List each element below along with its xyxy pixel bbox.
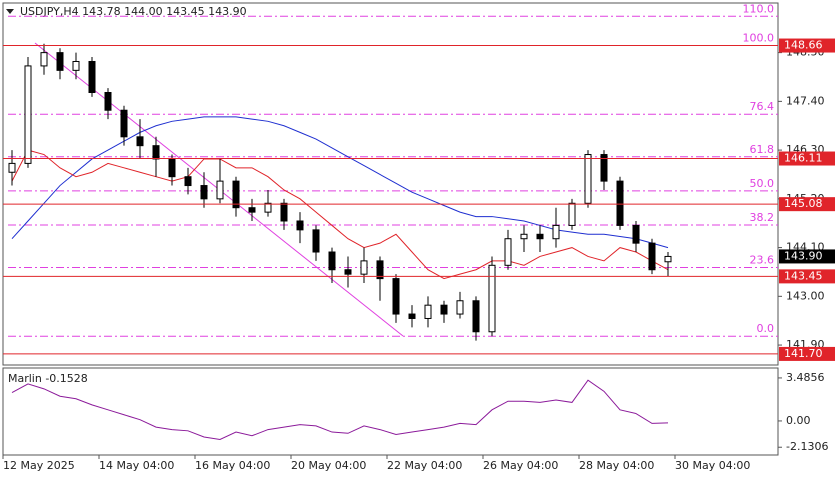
- candle-body: [120, 109, 128, 138]
- candle-body: [456, 300, 464, 315]
- price-tag: [779, 249, 835, 264]
- candle-body: [296, 220, 304, 231]
- level-label: 143.45: [784, 269, 823, 282]
- fib-label: 61.8: [750, 143, 775, 156]
- candle-body: [408, 313, 416, 319]
- candle-body: [488, 264, 496, 333]
- x-tick-label: 14 May 04:00: [99, 459, 174, 472]
- y-tick-label: 147.40: [786, 94, 825, 107]
- candle-body: [376, 260, 384, 280]
- candle-body: [88, 60, 96, 94]
- candle-body: [360, 260, 368, 275]
- candle-body: [472, 300, 480, 333]
- level-label: 146.11: [784, 152, 823, 165]
- candle-body: [568, 202, 576, 226]
- fib-label: 23.6: [750, 254, 775, 267]
- candle-body: [200, 185, 208, 200]
- candle-body: [8, 162, 16, 173]
- candle-body: [520, 233, 528, 240]
- y-tick-label: 143.00: [786, 289, 825, 302]
- y-tick-label: 3.4856: [786, 371, 825, 384]
- y-tick-label: 0.00: [786, 414, 811, 427]
- fib-label: 38.2: [750, 211, 775, 224]
- level-tag: [779, 197, 835, 212]
- candle-body: [616, 180, 624, 226]
- candle-body: [24, 65, 32, 164]
- fib-label: 50.0: [750, 177, 775, 190]
- level-tag: [779, 151, 835, 166]
- x-tick-label: 12 May 2025: [3, 459, 75, 472]
- price-label: 143.90: [784, 249, 823, 262]
- candle-body: [264, 202, 272, 213]
- level-label: 148.66: [784, 39, 823, 52]
- level-label: 145.08: [784, 197, 823, 210]
- candle-body: [344, 269, 352, 275]
- level-tag: [779, 269, 835, 284]
- x-tick-label: 26 May 04:00: [483, 459, 558, 472]
- candle-body: [584, 154, 592, 204]
- candle-body: [280, 202, 288, 222]
- candle-body: [648, 242, 656, 271]
- candle-body: [40, 52, 48, 67]
- candle-body: [632, 224, 640, 244]
- candle-body: [56, 52, 64, 71]
- main-frame: [2, 2, 779, 366]
- x-tick-label: 30 May 04:00: [675, 459, 750, 472]
- candle-body: [248, 207, 256, 213]
- candle-body: [504, 238, 512, 266]
- candle-body: [536, 233, 544, 240]
- candle-body: [184, 176, 192, 187]
- candle-body: [392, 278, 400, 315]
- menu-arrow: [6, 9, 14, 14]
- chart-title: USDJPY,H4 143.78 144.00 143.45 143.90: [20, 5, 247, 18]
- candle-body: [440, 304, 448, 315]
- candle-body: [312, 229, 320, 253]
- candle-body: [72, 60, 80, 71]
- sub-frame: [2, 367, 779, 456]
- candle-body: [552, 224, 560, 240]
- level-label: 141.70: [784, 347, 823, 360]
- y-tick-label: -2.1306: [786, 440, 828, 453]
- candle-body: [168, 158, 176, 178]
- indicator-line: [11, 379, 669, 440]
- x-tick-label: 20 May 04:00: [291, 459, 366, 472]
- candle-body: [104, 92, 112, 111]
- candle-body: [216, 180, 224, 200]
- fib-label: 76.4: [750, 100, 775, 113]
- moving-average: [11, 149, 669, 280]
- candle-body: [600, 154, 608, 182]
- level-tag: [779, 38, 835, 53]
- fib-label: 110.0: [743, 2, 775, 15]
- candle-body: [424, 304, 432, 319]
- candle-body: [152, 145, 160, 160]
- fib-label: 100.0: [743, 32, 775, 45]
- x-tick-label: 16 May 04:00: [195, 459, 270, 472]
- candle-body: [136, 136, 144, 147]
- candle-body: [232, 180, 240, 209]
- level-tag: [779, 346, 835, 361]
- candle-body: [328, 251, 336, 271]
- x-tick-label: 28 May 04:00: [579, 459, 654, 472]
- x-tick-label: 22 May 04:00: [387, 459, 462, 472]
- candle-body: [664, 255, 672, 263]
- fib-label: 0.0: [757, 322, 775, 335]
- indicator-title: Marlin -0.1528: [8, 372, 88, 385]
